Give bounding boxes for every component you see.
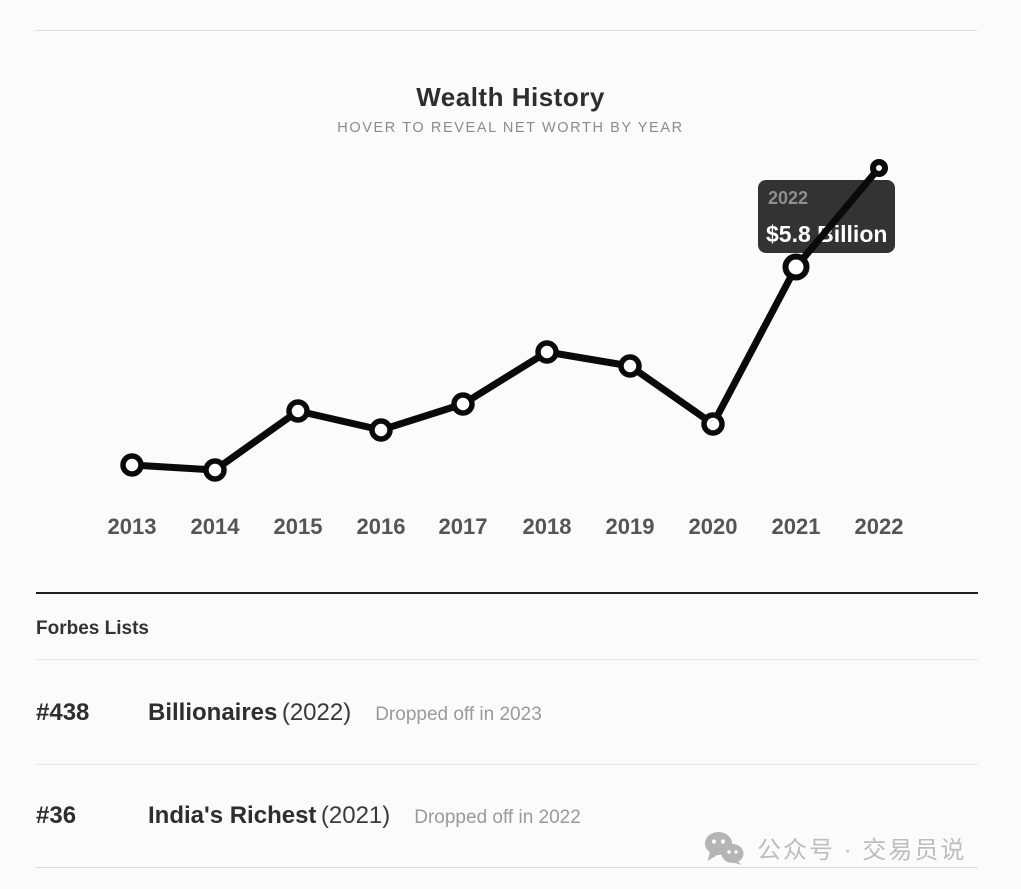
- list-name[interactable]: India's Richest: [148, 802, 317, 829]
- wealth-line: [128, 164, 883, 474]
- list-row-indias-richest: #36 India's Richest (2021) Dropped off i…: [36, 802, 977, 830]
- x-tick-2013: 2013: [108, 514, 157, 539]
- chart-title: Wealth History: [416, 82, 605, 112]
- x-tick-2015: 2015: [274, 514, 323, 539]
- x-tick-2014: 2014: [191, 514, 241, 539]
- x-tick-2021: 2021: [772, 514, 821, 539]
- x-tick-2020: 2020: [689, 514, 738, 539]
- data-point-2018[interactable]: [535, 340, 559, 364]
- svg-text:2022: 2022: [768, 188, 808, 208]
- list-rank: #438: [36, 699, 90, 726]
- list-note: Dropped off in 2023: [375, 704, 542, 725]
- row-divider: [36, 764, 978, 765]
- x-tick-2017: 2017: [439, 514, 488, 539]
- list-rank: #36: [36, 802, 77, 829]
- list-year: (2022): [281, 699, 352, 726]
- list-name-link[interactable]: India's Richest (2021): [148, 802, 390, 830]
- list-row-billionaires: #438 Billionaires (2022) Dropped off in …: [36, 699, 977, 727]
- chart-subtitle: HOVER TO REVEAL NET WORTH BY YEAR: [337, 120, 684, 136]
- data-point-2016[interactable]: [369, 418, 393, 442]
- data-point-2019[interactable]: [618, 354, 642, 378]
- top-divider: [35, 30, 977, 31]
- lists-divider: [36, 659, 978, 660]
- data-point-2013[interactable]: [120, 453, 144, 477]
- watermark: 公众号 · 交易员说: [704, 830, 966, 865]
- data-point-2017[interactable]: [451, 392, 475, 416]
- data-point-2014[interactable]: [203, 458, 227, 482]
- list-year: (2021): [320, 802, 391, 829]
- forbes-lists-heading: Forbes Lists: [36, 618, 149, 639]
- bottom-divider: [36, 867, 978, 868]
- data-point-2021[interactable]: [782, 253, 810, 281]
- watermark-text: 公众号 · 交易员说: [757, 837, 967, 864]
- list-name-link[interactable]: Billionaires (2022): [148, 699, 351, 727]
- data-point-2022[interactable]: [870, 159, 888, 177]
- wealth-history-chart[interactable]: 2022$5.8 Billion 2013 2014 2015 2016 2017 2018…: [0, 0, 1021, 560]
- section-rule: [36, 592, 978, 594]
- list-note: Dropped off in 2022: [414, 807, 581, 828]
- tooltip: 2022$5.8 Billion: [758, 180, 895, 253]
- wechat-icon: [705, 831, 744, 865]
- x-tick-2016: 2016: [357, 514, 406, 539]
- list-name[interactable]: Billionaires: [148, 699, 278, 726]
- x-tick-2018: 2018: [523, 514, 572, 539]
- x-tick-2022: 2022: [855, 514, 904, 539]
- data-point-2015[interactable]: [286, 399, 310, 423]
- x-tick-2019: 2019: [606, 514, 655, 539]
- data-point-2020[interactable]: [701, 412, 725, 436]
